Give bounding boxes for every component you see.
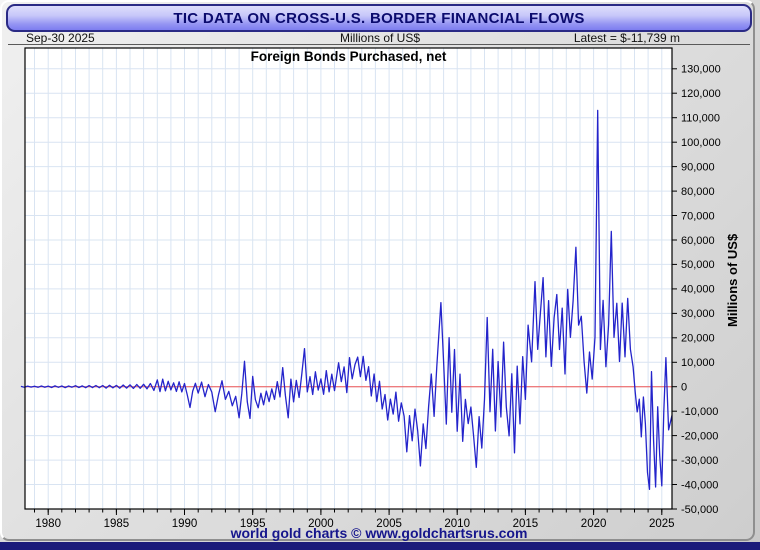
units-label: Millions of US$ bbox=[339, 31, 421, 45]
x-tick-label: 2005 bbox=[376, 518, 402, 530]
latest-value-label: Latest = $-11,739 m bbox=[573, 31, 680, 45]
bottom-accent-strip bbox=[0, 542, 760, 550]
x-tick-label: 1995 bbox=[240, 518, 266, 530]
y-tick-label: 100,000 bbox=[681, 137, 721, 149]
latest-date-label: Sep-30 2025 bbox=[26, 31, 95, 45]
x-tick-label: 1985 bbox=[104, 518, 130, 530]
y-tick-label: 50,000 bbox=[681, 259, 715, 271]
title-bar: TIC DATA ON CROSS-U.S. BORDER FINANCIAL … bbox=[6, 4, 752, 32]
data-line bbox=[20, 109, 673, 491]
y-tick-label: 40,000 bbox=[681, 284, 715, 296]
y-tick-label: 30,000 bbox=[681, 308, 715, 320]
y-tick-label: 10,000 bbox=[681, 357, 715, 369]
x-tick-label: 2020 bbox=[581, 518, 607, 530]
x-tick-label: 2015 bbox=[513, 518, 539, 530]
x-tick-label: 2010 bbox=[444, 518, 470, 530]
y-tick-label: -50,000 bbox=[681, 504, 718, 516]
y-tick-label: 110,000 bbox=[681, 113, 720, 125]
y-axis-title: Millions of US$ bbox=[725, 233, 740, 327]
x-tick-label: 2025 bbox=[649, 518, 675, 530]
y-tick-label: -30,000 bbox=[681, 455, 718, 467]
subheader-divider bbox=[8, 44, 750, 45]
y-tick-label: -40,000 bbox=[681, 479, 718, 491]
y-tick-label: -10,000 bbox=[681, 406, 718, 418]
y-tick-label: 70,000 bbox=[681, 210, 715, 222]
footer-credit: world gold charts © www.goldchartsrus.co… bbox=[230, 525, 528, 541]
y-tick-label: 60,000 bbox=[681, 235, 715, 247]
y-tick-label: 80,000 bbox=[681, 186, 715, 198]
y-tick-label: 120,000 bbox=[681, 88, 721, 100]
y-tick-label: 130,000 bbox=[681, 64, 721, 76]
x-tick-label: 2000 bbox=[308, 518, 334, 530]
x-tick-label: 1980 bbox=[35, 518, 61, 530]
y-tick-label: 0 bbox=[681, 382, 687, 394]
y-tick-label: 90,000 bbox=[681, 161, 715, 173]
y-tick-label: -20,000 bbox=[681, 430, 718, 442]
y-tick-label: 20,000 bbox=[681, 333, 715, 345]
chart-title: Foreign Bonds Purchased, net bbox=[250, 49, 447, 64]
page-title: TIC DATA ON CROSS-U.S. BORDER FINANCIAL … bbox=[173, 9, 585, 27]
x-tick-label: 1990 bbox=[172, 518, 198, 530]
